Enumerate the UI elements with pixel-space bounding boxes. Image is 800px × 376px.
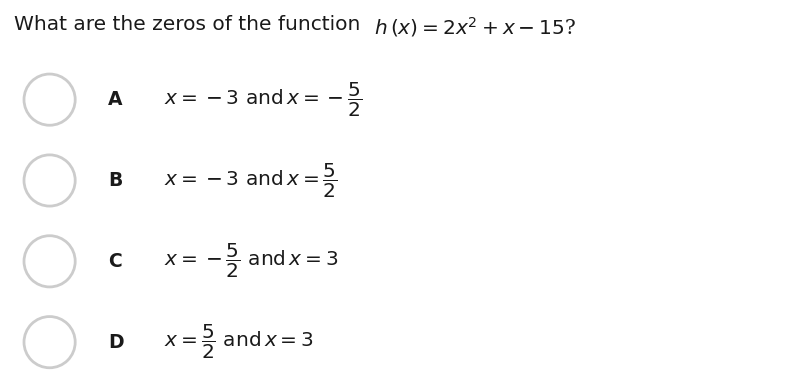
Text: $x = -3\ \mathrm{and}\, x = \dfrac{5}{2}$: $x = -3\ \mathrm{and}\, x = \dfrac{5}{2}… (164, 161, 338, 200)
Text: $x = -3\ \mathrm{and}\, x = -\dfrac{5}{2}$: $x = -3\ \mathrm{and}\, x = -\dfrac{5}{2… (164, 80, 362, 119)
Text: B: B (108, 171, 122, 190)
Text: C: C (108, 252, 122, 271)
Text: A: A (108, 90, 122, 109)
Text: D: D (108, 333, 124, 352)
Text: $x = -\dfrac{5}{2}\ \mathrm{and}\, x = 3$: $x = -\dfrac{5}{2}\ \mathrm{and}\, x = 3… (164, 242, 338, 280)
Text: $h\,(x) = 2x^2 + x - 15$?: $h\,(x) = 2x^2 + x - 15$? (374, 15, 577, 39)
Text: What are the zeros of the function: What are the zeros of the function (14, 15, 367, 34)
Text: $x = \dfrac{5}{2}\ \mathrm{and}\, x = 3$: $x = \dfrac{5}{2}\ \mathrm{and}\, x = 3$ (164, 323, 314, 361)
